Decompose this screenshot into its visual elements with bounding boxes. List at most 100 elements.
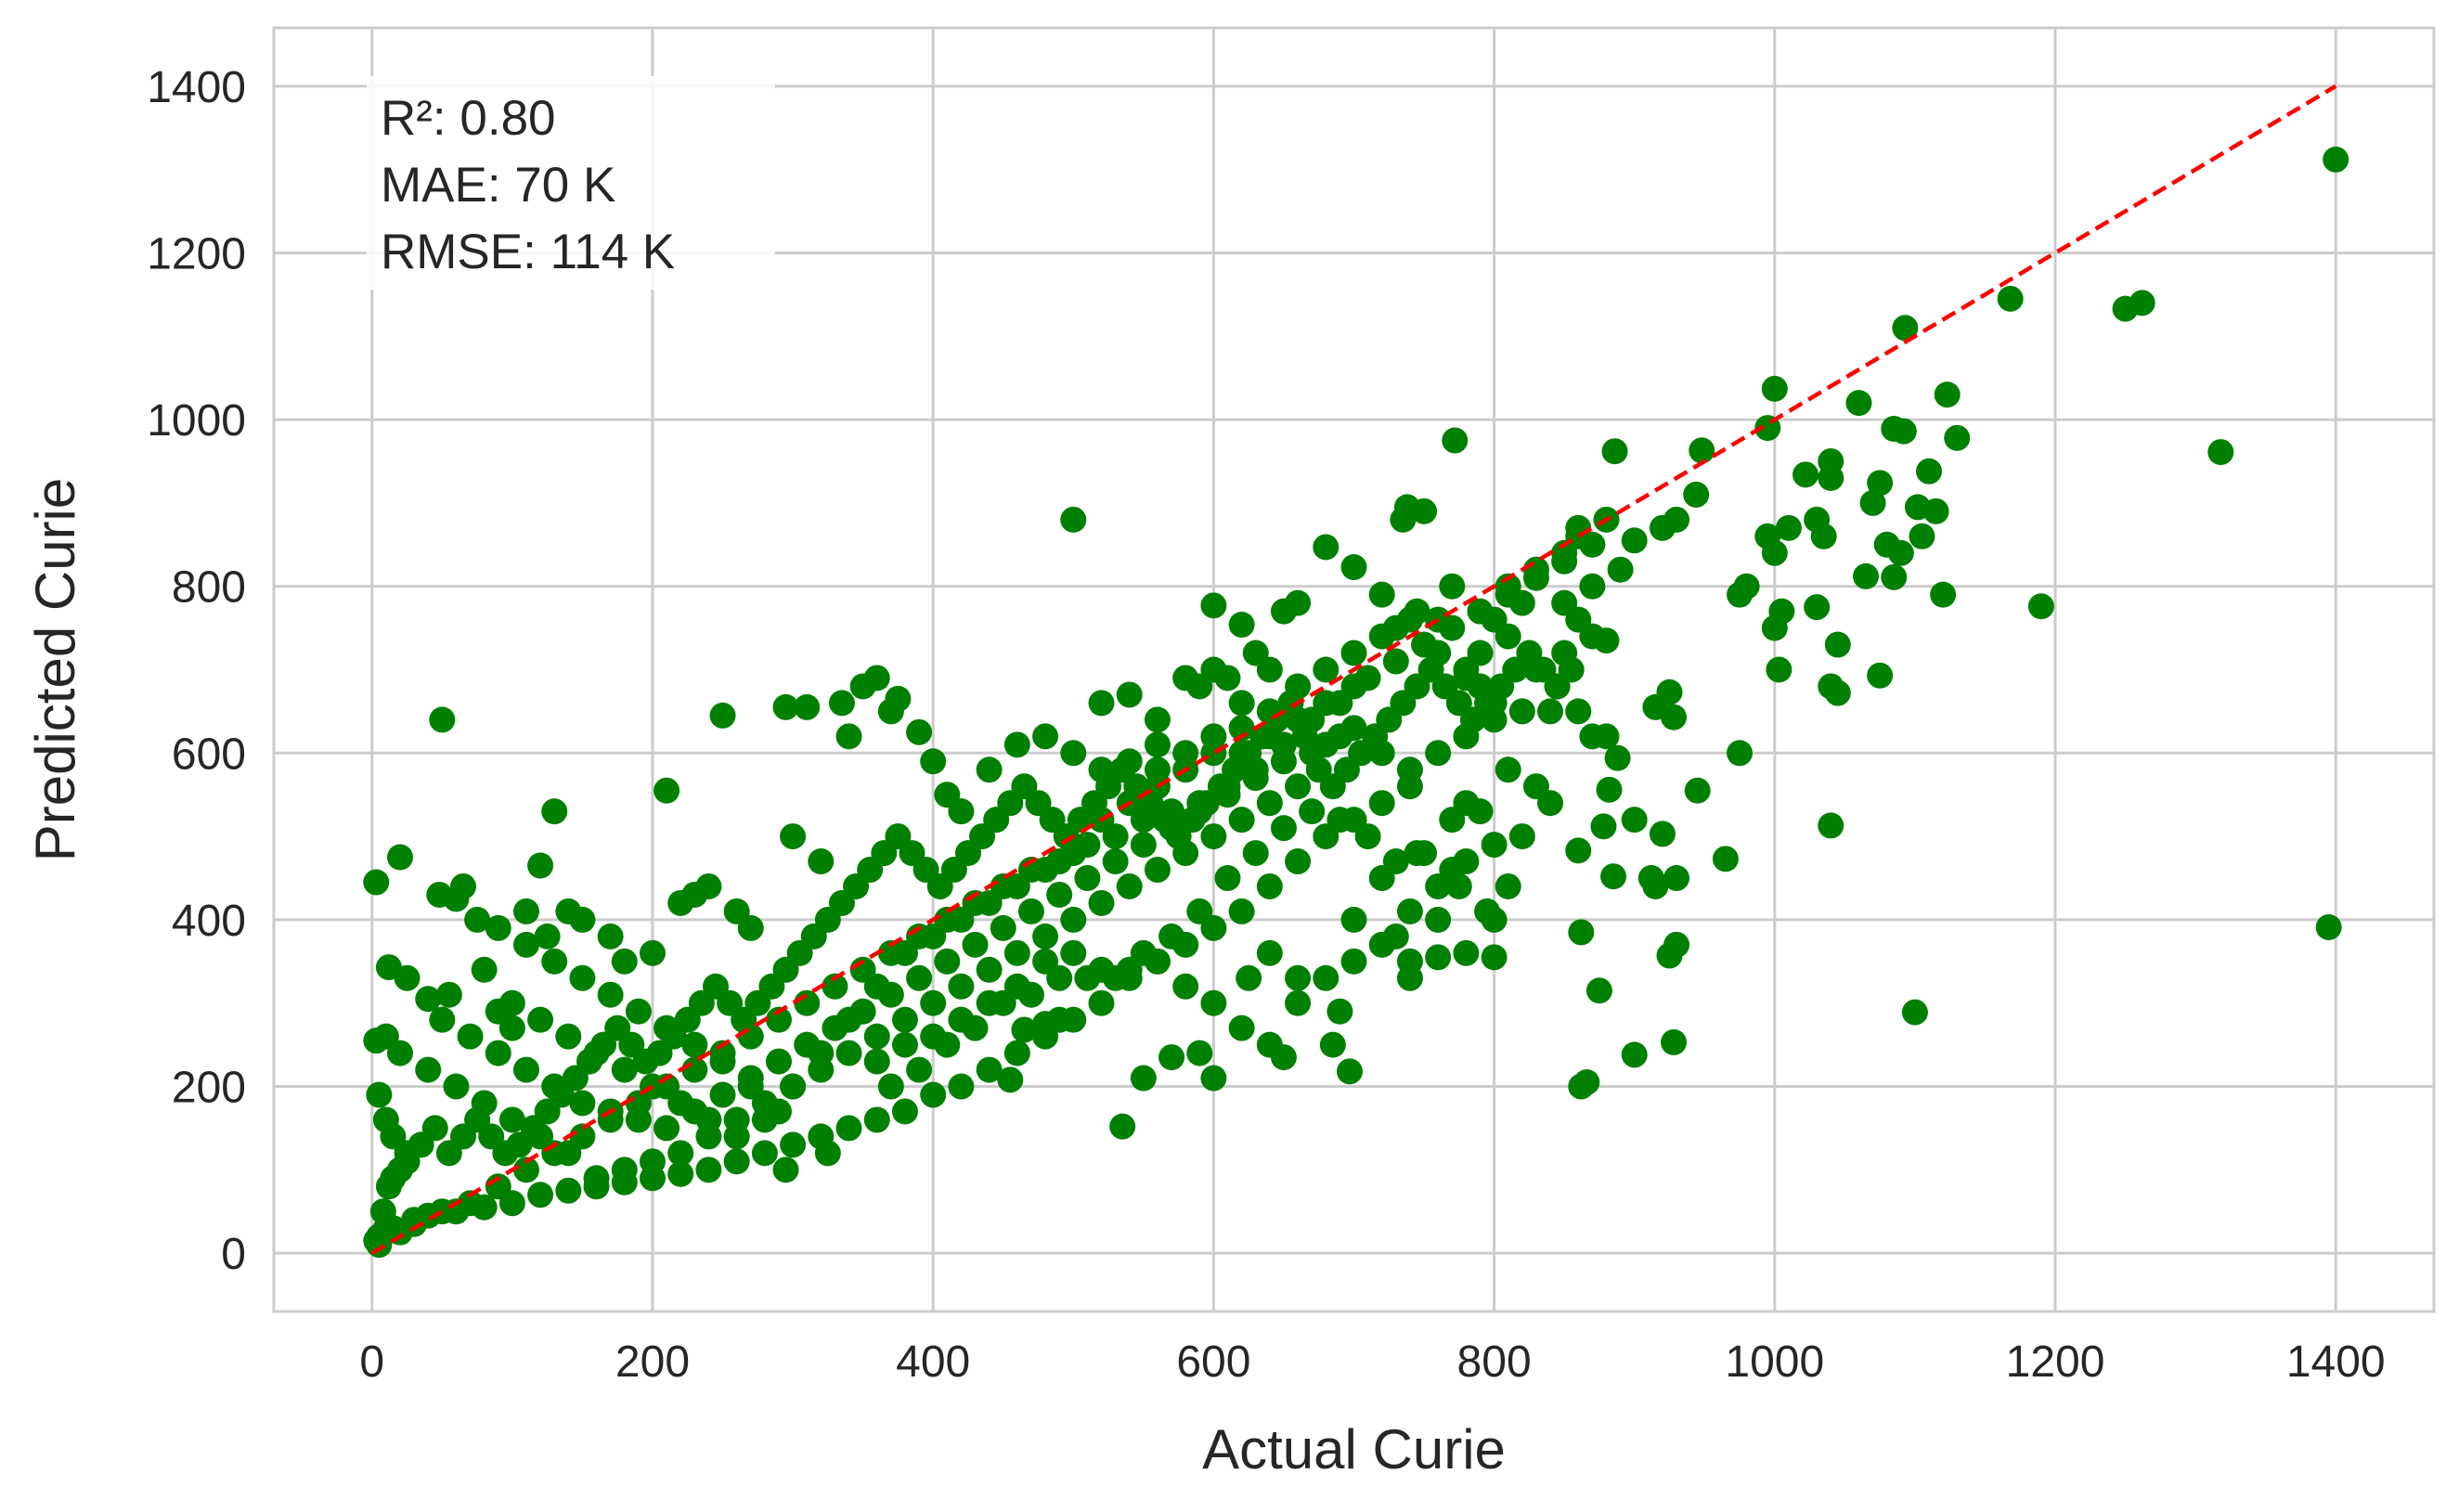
data-point (1425, 944, 1452, 971)
data-point (380, 1165, 407, 1192)
data-point (1032, 1023, 1059, 1050)
data-point (1579, 573, 1606, 600)
data-point (1792, 461, 1819, 488)
data-point (1340, 640, 1367, 666)
data-point (1200, 1065, 1227, 1092)
data-point (849, 998, 876, 1025)
data-point (1845, 390, 1872, 417)
data-point (541, 948, 568, 975)
data-point (1032, 923, 1059, 950)
data-point (1313, 656, 1340, 683)
data-point (1425, 740, 1452, 767)
data-point (1032, 857, 1059, 884)
data-point (1922, 498, 1949, 524)
data-point (1060, 740, 1087, 767)
data-point (1775, 514, 1802, 541)
data-point (1649, 514, 1676, 541)
data-point (1551, 548, 1578, 575)
data-point (449, 872, 476, 899)
data-point (569, 1090, 596, 1117)
data-point (415, 986, 442, 1013)
data-point (1712, 846, 1739, 872)
data-point (464, 906, 491, 933)
data-point (1116, 956, 1143, 983)
data-point (877, 981, 904, 1008)
data-point (1824, 679, 1851, 706)
data-point (1537, 698, 1564, 725)
data-point (1003, 731, 1030, 758)
data-point (1270, 815, 1297, 842)
metric-rmse: RMSE: 114 K (381, 225, 675, 279)
data-point (1596, 776, 1623, 803)
x-tick-label: 800 (1457, 1338, 1532, 1387)
data-point (527, 1006, 554, 1033)
data-point (2323, 146, 2349, 173)
data-point (1340, 807, 1367, 834)
data-point (1200, 592, 1227, 619)
data-point (1003, 1040, 1030, 1066)
data-point (962, 931, 989, 958)
data-point (906, 718, 933, 745)
data-point (527, 852, 554, 879)
data-point (891, 1098, 918, 1125)
data-point (1568, 919, 1595, 946)
data-point (1327, 690, 1353, 717)
data-point (822, 973, 848, 1000)
data-point (695, 1157, 722, 1183)
data-point (828, 690, 855, 717)
data-point (1887, 539, 1914, 566)
identity-reference-line (370, 84, 2337, 1256)
data-point (772, 693, 799, 720)
data-point (1853, 562, 1880, 589)
y-tick-label: 600 (172, 730, 246, 779)
data-point (1663, 865, 1690, 892)
data-point (1368, 581, 1395, 608)
data-point (906, 964, 933, 991)
data-point (1285, 773, 1312, 800)
data-point (1368, 865, 1395, 892)
metric-r2: R²: 0.80 (381, 91, 556, 146)
data-point (976, 1056, 1003, 1083)
data-point (920, 989, 947, 1016)
data-point (1285, 848, 1312, 875)
y-tick-label: 1400 (147, 63, 246, 112)
x-tick-label: 600 (1176, 1338, 1250, 1387)
data-point (1172, 973, 1199, 1000)
data-point (1881, 563, 1908, 590)
data-point (1382, 648, 1409, 675)
data-point (1088, 690, 1115, 717)
data-point (1661, 704, 1688, 730)
data-point (555, 1023, 582, 1050)
metrics-annotation-background (367, 76, 775, 290)
data-point (780, 1131, 807, 1158)
x-tick-label: 0 (359, 1338, 384, 1387)
data-point (814, 1140, 841, 1167)
data-point (1270, 598, 1297, 625)
data-point (1144, 948, 1171, 975)
data-point (512, 1157, 539, 1183)
y-tick-label: 1000 (147, 396, 246, 446)
data-point (1761, 539, 1788, 566)
data-point (1228, 1014, 1255, 1041)
data-point (695, 872, 722, 899)
data-point (625, 1106, 652, 1133)
data-point (737, 1065, 764, 1092)
data-point (1604, 744, 1631, 771)
data-point (1396, 756, 1423, 783)
data-point (1144, 706, 1171, 733)
data-point (555, 1140, 582, 1167)
data-point (512, 931, 539, 958)
data-point (1214, 865, 1241, 892)
data-point (794, 989, 821, 1016)
data-point (1368, 790, 1395, 817)
data-point (1727, 740, 1754, 767)
data-point (1537, 790, 1564, 817)
data-point (1396, 964, 1423, 991)
data-point (498, 1106, 525, 1133)
x-tick-label: 1000 (1725, 1338, 1824, 1387)
data-point (1313, 964, 1340, 991)
data-point (1944, 424, 1971, 451)
data-point (1916, 458, 1943, 485)
data-point (948, 1006, 975, 1033)
data-point (920, 923, 947, 950)
